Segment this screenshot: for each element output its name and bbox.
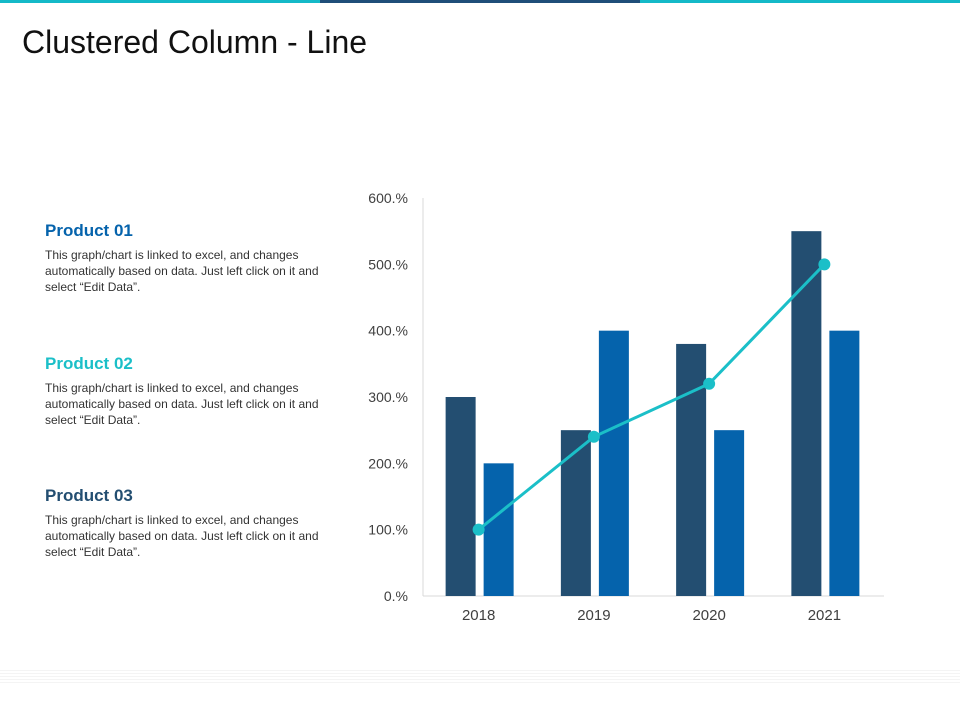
x-tick-label: 2021 bbox=[808, 607, 841, 624]
top-bar-segment-2 bbox=[320, 0, 640, 3]
product-03-description: This graph/chart is linked to excel, and… bbox=[45, 513, 319, 559]
x-tick-label: 2020 bbox=[692, 607, 725, 624]
product-02-heading: Product 02 bbox=[45, 354, 133, 373]
bar-series-2-2019 bbox=[598, 330, 629, 596]
y-tick-label: 200.% bbox=[368, 455, 408, 471]
product-02-block: Product 02 This graph/chart is linked to… bbox=[45, 354, 345, 428]
product-03-heading: Product 03 bbox=[45, 486, 133, 505]
bar-series-1-2020 bbox=[676, 343, 707, 596]
top-bar-segment-1 bbox=[0, 0, 320, 3]
product-01-heading: Product 01 bbox=[45, 221, 133, 240]
slide-title: Clustered Column - Line bbox=[22, 24, 368, 60]
bar-series-2-2021 bbox=[829, 330, 860, 596]
y-tick-label: 100.% bbox=[368, 522, 408, 538]
product-02-description: This graph/chart is linked to excel, and… bbox=[45, 381, 319, 427]
product-01-description: This graph/chart is linked to excel, and… bbox=[45, 248, 319, 294]
y-tick-label: 0.% bbox=[384, 588, 408, 604]
line-point-2021 bbox=[818, 258, 831, 271]
line-point-2018 bbox=[472, 523, 485, 536]
line-series bbox=[477, 263, 826, 531]
line-point-2019 bbox=[587, 430, 600, 443]
y-tick-label: 500.% bbox=[368, 256, 408, 272]
product-03-block: Product 03 This graph/chart is linked to… bbox=[45, 486, 345, 560]
x-tick-label: 2018 bbox=[462, 607, 495, 624]
bar-series-1-2018 bbox=[445, 397, 476, 596]
bar-series-2-2018 bbox=[483, 463, 514, 596]
bar-series-1-2019 bbox=[560, 430, 591, 596]
y-tick-label: 400.% bbox=[368, 323, 408, 339]
bar-series-2-2020 bbox=[714, 430, 745, 596]
product-01-block: Product 01 This graph/chart is linked to… bbox=[45, 221, 345, 295]
top-accent-bar bbox=[0, 0, 960, 3]
top-bar-segment-3 bbox=[640, 0, 960, 3]
footer-band bbox=[0, 670, 960, 684]
line-point-2020 bbox=[703, 377, 716, 390]
x-tick-label: 2019 bbox=[577, 607, 610, 624]
y-tick-label: 300.% bbox=[368, 389, 408, 405]
y-tick-label: 600.% bbox=[368, 190, 408, 206]
bar-series-1-2021 bbox=[791, 231, 822, 596]
